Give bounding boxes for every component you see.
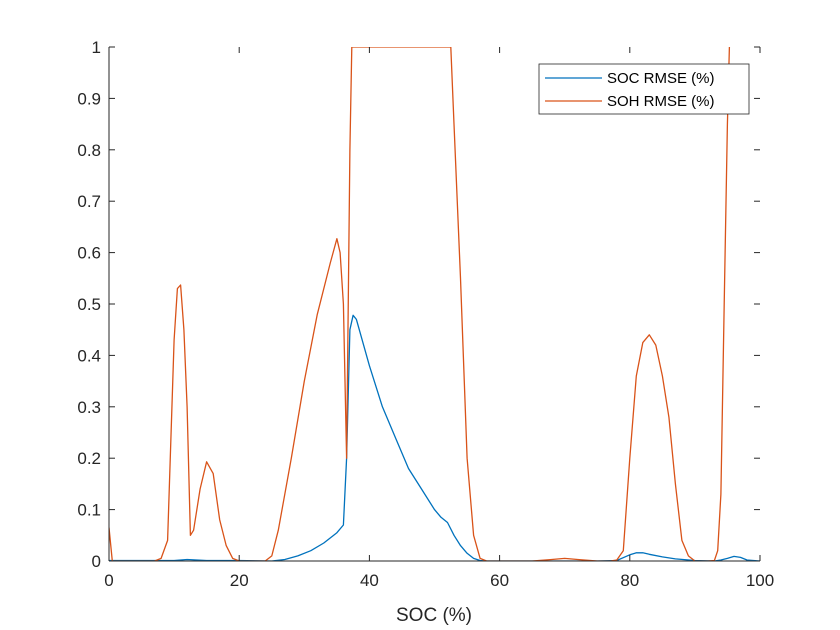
legend-box bbox=[538, 63, 750, 115]
y-tick-label: 0.5 bbox=[77, 295, 101, 314]
y-tick-label: 0.6 bbox=[77, 244, 101, 263]
x-tick-label: 0 bbox=[104, 571, 113, 590]
series-line-soh-rmse bbox=[109, 47, 731, 561]
x-tick-label: 40 bbox=[360, 571, 379, 590]
y-tick-label: 0.7 bbox=[77, 192, 101, 211]
x-axis-ticks: 0 20 40 60 80 100 bbox=[104, 47, 774, 590]
legend: SOC RMSE (%) SOH RMSE (%) bbox=[538, 63, 750, 115]
series-layer bbox=[109, 47, 760, 561]
series-line-soc-rmse bbox=[109, 314, 760, 561]
legend-label-soh: SOH RMSE (%) bbox=[607, 93, 715, 110]
y-tick-label: 0.3 bbox=[77, 398, 101, 417]
y-tick-label: 0.9 bbox=[77, 89, 101, 108]
x-tick-label: 20 bbox=[230, 571, 249, 590]
x-tick-label: 100 bbox=[746, 571, 774, 590]
x-tick-label: 80 bbox=[620, 571, 639, 590]
y-axis-ticks: 0 0.1 0.2 0.3 0.4 0.5 0.6 0.7 0.8 0.9 1 bbox=[77, 38, 760, 571]
y-tick-label: 0.2 bbox=[77, 449, 101, 468]
plot-area-background bbox=[109, 47, 760, 561]
legend-label-soc: SOC RMSE (%) bbox=[607, 70, 715, 87]
y-tick-label: 0.8 bbox=[77, 141, 101, 160]
x-axis-title: SOC (%) bbox=[396, 605, 472, 626]
x-tick-label: 60 bbox=[490, 571, 509, 590]
y-tick-label: 0.1 bbox=[77, 501, 101, 520]
y-tick-label: 1 bbox=[92, 38, 101, 57]
y-tick-label: 0.4 bbox=[77, 346, 101, 365]
y-tick-label: 0 bbox=[92, 552, 101, 571]
